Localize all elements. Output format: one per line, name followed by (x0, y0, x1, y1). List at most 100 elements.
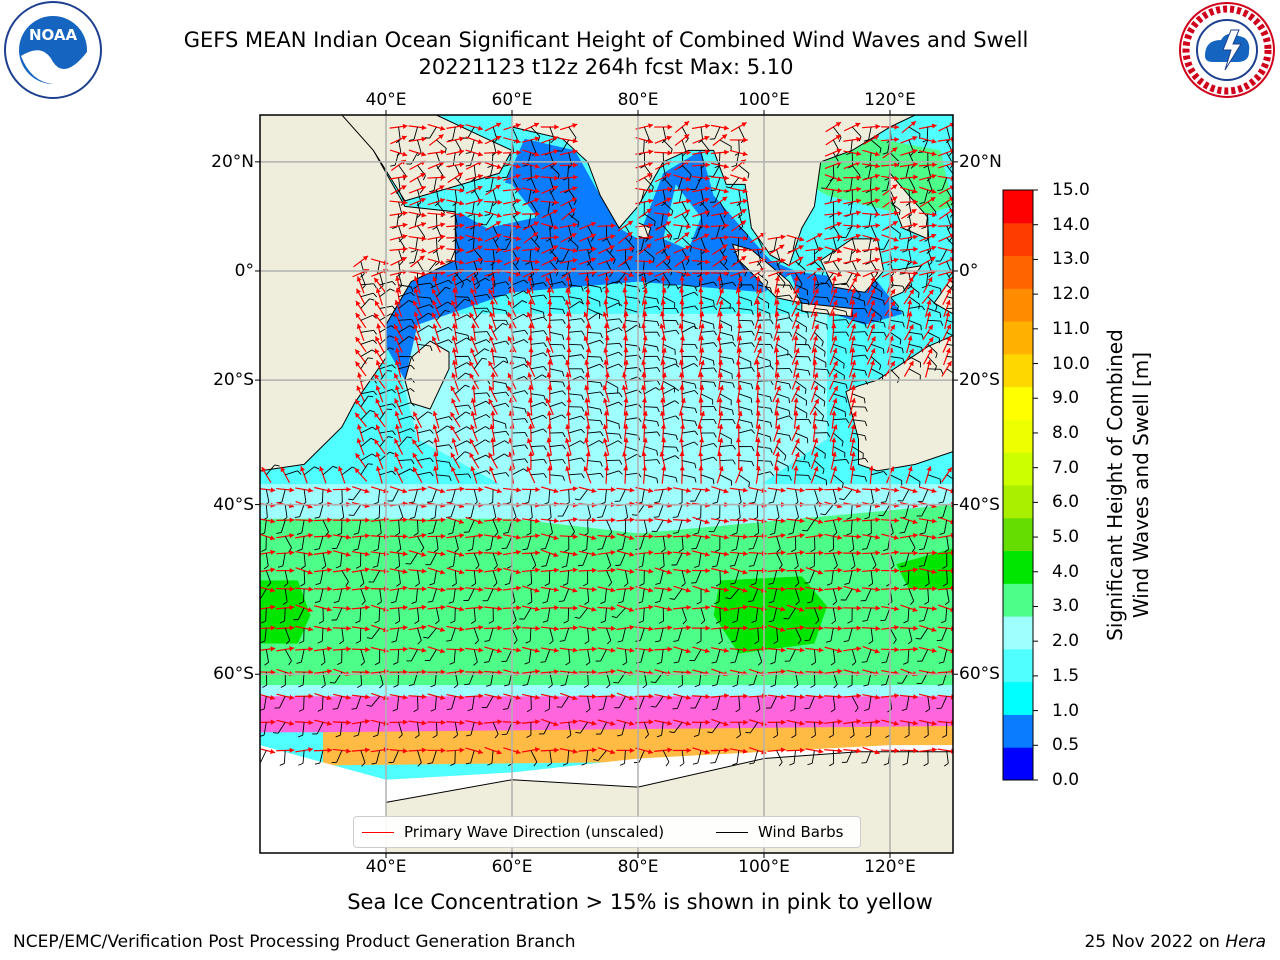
wind-barb (681, 570, 686, 584)
wave-arrow-head (585, 287, 591, 293)
wave-arrow-head (308, 719, 314, 726)
wind-barb (624, 504, 629, 518)
wave-arrow-head (648, 198, 654, 204)
wind-barb (814, 419, 828, 422)
wind-barb (700, 330, 714, 333)
wave-arrow-head (533, 122, 540, 128)
wave-arrow-head (666, 606, 672, 612)
wave-arrow-head (535, 550, 540, 556)
wind-barb (379, 335, 390, 345)
wind-barb-flag (367, 357, 373, 359)
wave-arrow-head (818, 533, 824, 539)
wind-barb (493, 356, 507, 359)
wave-arrow-head (780, 694, 786, 700)
wind-barb-flag (422, 175, 426, 181)
wind-barb (318, 536, 324, 549)
wind-barb (417, 304, 431, 309)
wind-barb-flag (567, 238, 573, 243)
wind-barb-flag (487, 165, 493, 169)
wind-barb-flag (694, 356, 698, 361)
wave-arrow-head (471, 323, 477, 329)
wind-barb-flag (751, 429, 756, 434)
wind-barb-flag (466, 426, 472, 430)
wave-arrow-head (375, 336, 380, 342)
wind-barb-flag (506, 565, 512, 569)
wind-barb (738, 213, 744, 227)
wind-barb-flag (565, 662, 571, 666)
wind-barb (776, 628, 779, 642)
wind-barb-flag (415, 583, 420, 587)
wind-barb (474, 392, 488, 395)
wave-arrow-head (610, 534, 616, 540)
wind-barb (776, 294, 790, 298)
wind-barb (417, 225, 426, 237)
wind-barb (398, 237, 406, 250)
wind-barb (662, 553, 665, 567)
wave-arrow-head (642, 465, 648, 471)
wind-barb-flag (725, 186, 731, 189)
wind-barb (814, 393, 826, 402)
wave-arrow-head (497, 517, 503, 523)
wind-barb (735, 536, 740, 550)
wind-barb-flag (389, 288, 395, 292)
wind-barb-flag (723, 260, 728, 266)
wave-arrow-head (308, 646, 314, 652)
wave-arrow-head (799, 720, 805, 726)
wind-barb (640, 237, 645, 251)
wind-barb-flag (732, 342, 737, 347)
wind-barb-flag (573, 200, 577, 206)
wind-barb-flag (562, 444, 566, 450)
wave-arrow-head (659, 451, 665, 457)
wave-arrow-head (718, 299, 724, 305)
wind-barb (624, 750, 626, 764)
wind-barb-flag (467, 404, 472, 410)
wave-arrow-head (816, 267, 822, 273)
wave-arrow-head (402, 568, 408, 575)
wind-barb-flag (524, 358, 527, 364)
wind-barb-flag (788, 410, 791, 416)
wind-barb (435, 536, 439, 550)
wind-barb (568, 152, 573, 166)
wave-arrow-head (516, 223, 521, 230)
wind-barb-flag (808, 475, 811, 481)
wind-barb-flag (826, 432, 831, 438)
wind-barb (776, 536, 781, 549)
wave-arrow-head (717, 372, 724, 378)
wind-barb-flag (803, 455, 806, 461)
wind-barb-flag (585, 661, 591, 666)
wind-barb (417, 440, 430, 448)
wave-arrow-head (814, 324, 819, 330)
wind-barb (358, 520, 362, 534)
wave-arrow-head (667, 150, 673, 156)
wave-arrow-head (648, 149, 654, 155)
wind-barb-flag (655, 387, 661, 391)
wind-barb-flag (494, 531, 499, 537)
wind-barb (486, 696, 494, 708)
wind-barb-flag (389, 451, 395, 455)
wave-arrow-head (755, 437, 761, 443)
wave-arrow-head (495, 184, 501, 190)
wind-barb (795, 446, 806, 456)
wind-barb (681, 319, 695, 325)
wind-barb-flag (432, 226, 438, 230)
wind-barb (341, 570, 349, 583)
wind-barb (360, 588, 366, 602)
wave-arrow-head (395, 347, 401, 353)
wind-barb (398, 436, 408, 447)
wind-barb (734, 649, 740, 663)
wave-arrow-head (402, 210, 408, 216)
wind-barb-flag (563, 620, 569, 624)
wave-arrow-head (610, 549, 616, 556)
wave-arrow-head (355, 453, 361, 459)
wave-arrow-head (818, 246, 824, 252)
wave-arrow-head (647, 173, 653, 178)
wind-barb-flag (581, 473, 585, 479)
wave-arrow-head (737, 411, 743, 417)
wave-arrow-head (375, 288, 381, 294)
wind-barb-flag (789, 332, 793, 337)
wind-barb-flag (650, 681, 656, 684)
wind-barb-flag (503, 164, 509, 167)
wave-arrow-head (469, 452, 475, 458)
wind-barb (587, 419, 601, 422)
wind-barb-flag (713, 330, 718, 336)
